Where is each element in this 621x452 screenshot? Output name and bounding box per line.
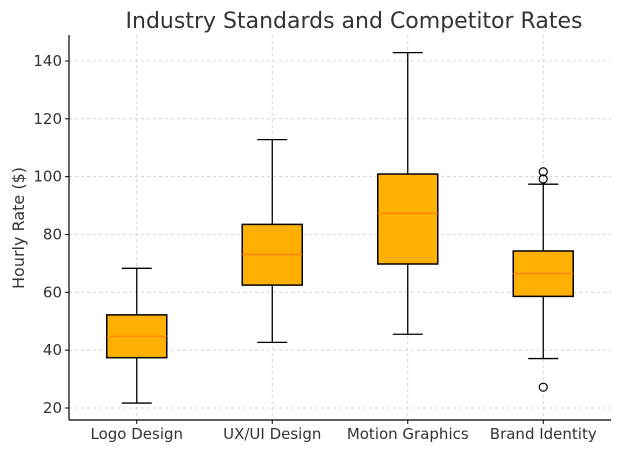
y-tick-label: 100 — [33, 168, 62, 186]
grid — [69, 35, 611, 420]
outlier-point — [538, 167, 548, 177]
y-tick-label: 20 — [43, 399, 62, 417]
boxes — [106, 51, 574, 404]
outlier-point — [538, 382, 548, 392]
outlier-point — [538, 174, 548, 184]
y-tick-label: 80 — [43, 226, 62, 244]
y-tick-label: 140 — [33, 52, 62, 70]
box-0 — [106, 267, 168, 404]
y-tick-label: 40 — [43, 341, 62, 359]
x-tick-label: Brand Identity — [490, 425, 597, 443]
x-tick-label: UX/UI Design — [223, 425, 321, 443]
y-tick-label: 60 — [43, 283, 62, 301]
box-2 — [377, 51, 439, 335]
chart-title: Industry Standards and Competitor Rates — [126, 9, 583, 34]
y-axis-label: Hourly Rate ($) — [9, 167, 28, 289]
y-tick-label: 120 — [33, 110, 62, 128]
box-3 — [512, 167, 574, 392]
iqr-box — [377, 173, 439, 265]
box-1 — [241, 139, 303, 344]
x-tick-label: Motion Graphics — [347, 425, 469, 443]
axes: 20 40 60 80 100 120 140 Logo Design UX/UI Design… — [33, 35, 611, 443]
x-tick-label: Logo Design — [90, 425, 183, 443]
